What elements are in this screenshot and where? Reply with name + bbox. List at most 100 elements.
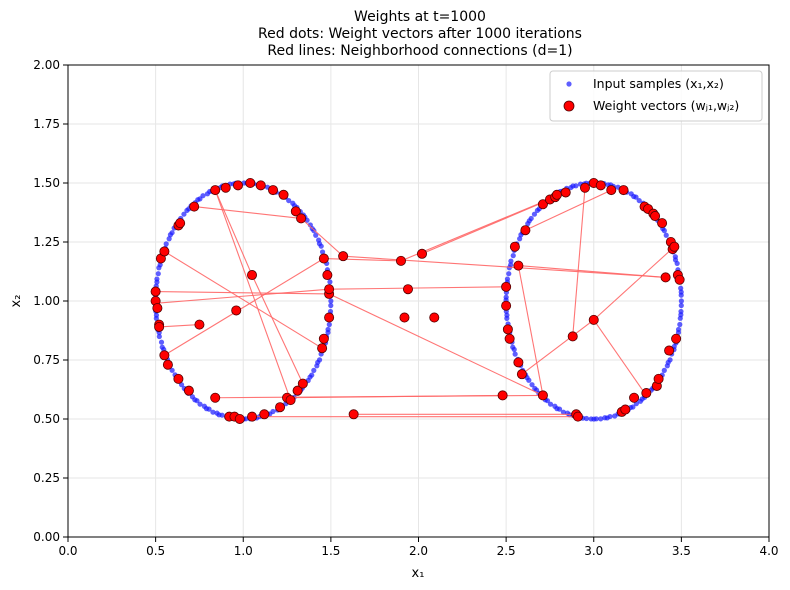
- weight-vector-point: [175, 218, 186, 229]
- weight-vector-point: [194, 319, 205, 330]
- connection-line: [164, 258, 325, 356]
- weight-vector-point: [560, 187, 571, 198]
- input-sample-point: [678, 289, 684, 295]
- input-sample-point: [517, 236, 523, 242]
- weight-vector-point: [417, 248, 428, 259]
- input-sample-point: [328, 298, 334, 304]
- title-line-2: Red dots: Weight vectors after 1000 iter…: [258, 26, 582, 42]
- y-tick-label: 1.50: [33, 176, 60, 190]
- weight-vector-point: [210, 185, 221, 196]
- connection-line: [329, 286, 507, 290]
- weight-vector-point: [502, 324, 513, 335]
- weight-vector-point: [285, 395, 296, 406]
- weight-vector-point: [653, 373, 664, 384]
- input-sample-point: [313, 232, 319, 238]
- connection-line: [421, 199, 551, 255]
- connection-line: [164, 250, 323, 349]
- weight-vector-point: [317, 343, 328, 354]
- weight-vector-point: [318, 333, 329, 344]
- input-sample-point: [155, 271, 161, 277]
- connection-line: [518, 265, 666, 278]
- x-tick-label: 3.5: [672, 544, 691, 558]
- input-sample-point: [510, 253, 516, 259]
- input-sample-point: [534, 207, 541, 214]
- weight-vector-point: [318, 253, 329, 264]
- y-tick-label: 1.00: [33, 294, 60, 308]
- input-sample-point: [326, 321, 332, 328]
- x-tick-label: 2.5: [497, 544, 516, 558]
- y-tick-label: 0.25: [33, 471, 60, 485]
- weight-vector-point: [537, 199, 548, 210]
- connection-line: [328, 293, 544, 396]
- weight-vector-point: [189, 201, 200, 212]
- connection-line: [155, 288, 330, 304]
- weight-vector-point: [650, 211, 661, 222]
- input-sample-point: [327, 279, 333, 285]
- connection-line: [593, 246, 675, 321]
- input-sample-point: [154, 279, 160, 285]
- weight-vector-point: [259, 409, 270, 420]
- input-sample-point: [270, 408, 276, 415]
- weight-vector-point: [210, 392, 221, 403]
- input-sample-point: [316, 237, 322, 243]
- input-sample-point: [529, 382, 535, 388]
- weight-vector-point: [516, 369, 527, 380]
- weight-vector-point: [150, 286, 161, 297]
- y-tick-label: 0.00: [33, 530, 60, 544]
- weight-vector-point: [595, 180, 606, 191]
- input-sample-point: [544, 398, 551, 404]
- connection-line: [593, 319, 646, 394]
- input-sample-point: [512, 351, 518, 357]
- weight-vector-point: [395, 255, 406, 266]
- weight-vector-point: [348, 409, 359, 420]
- weight-vector-point: [429, 312, 440, 323]
- weight-vector-point: [183, 385, 194, 396]
- weight-vector-point: [275, 402, 286, 413]
- input-sample-point: [531, 211, 538, 217]
- connection-line: [525, 189, 612, 231]
- y-tick-label: 0.75: [33, 353, 60, 367]
- input-sample-point: [181, 211, 187, 217]
- weight-vector-point: [618, 185, 629, 196]
- input-sample-point: [568, 184, 574, 191]
- weight-vector-point: [606, 185, 617, 196]
- connection-line: [214, 189, 253, 276]
- connection-line: [572, 187, 586, 337]
- y-tick-label: 1.25: [33, 235, 60, 249]
- input-sample-point: [663, 232, 669, 238]
- connection-line: [300, 217, 344, 257]
- weight-vector-point: [620, 404, 631, 415]
- input-sample-point: [163, 241, 169, 247]
- input-sample-point: [219, 412, 225, 418]
- weight-vector-point: [572, 411, 583, 422]
- input-sample-point: [325, 326, 331, 333]
- input-sample-point: [166, 236, 172, 242]
- weight-vector-point: [159, 246, 170, 257]
- weight-vector-point: [674, 274, 685, 285]
- legend-input-marker: [566, 81, 572, 87]
- weight-vector-point: [657, 218, 668, 229]
- weight-vector-point: [399, 312, 410, 323]
- y-tick-label: 1.75: [33, 117, 60, 131]
- title-line-3: Red lines: Neighborhood connections (d=1…: [267, 43, 572, 59]
- weight-vector-point: [520, 225, 531, 236]
- input-sample-point: [504, 315, 510, 321]
- input-sample-point: [511, 346, 517, 353]
- input-sample-point: [206, 406, 212, 412]
- weight-vector-point: [154, 321, 165, 332]
- weight-vector-point: [247, 270, 258, 281]
- weight-vector-point: [152, 303, 163, 314]
- weight-vector-point: [551, 189, 562, 200]
- weight-vector-point: [513, 260, 524, 271]
- input-sample-point: [316, 357, 323, 363]
- input-sample-point: [290, 200, 296, 206]
- input-sample-point: [508, 258, 514, 264]
- weight-vector-point: [669, 241, 680, 252]
- input-sample-point: [286, 197, 292, 204]
- weight-vector-point: [671, 333, 682, 344]
- input-sample-point: [197, 401, 203, 407]
- weight-vector-point: [296, 213, 307, 224]
- weight-vector-point: [220, 182, 231, 193]
